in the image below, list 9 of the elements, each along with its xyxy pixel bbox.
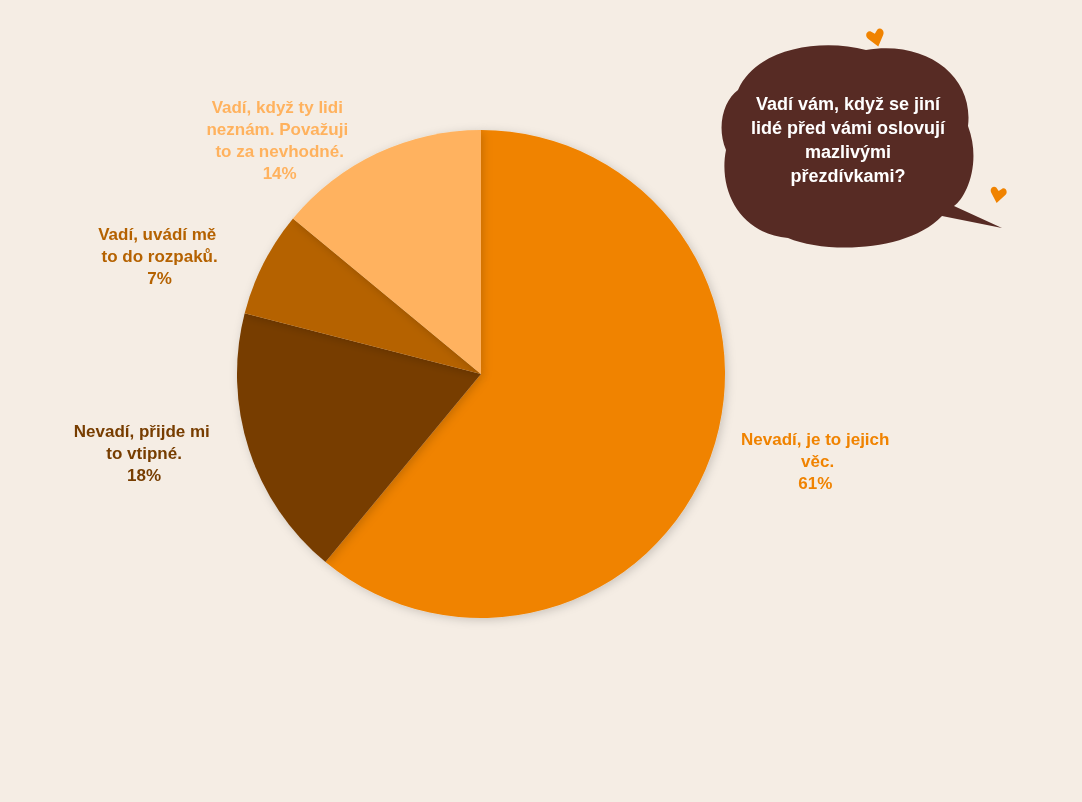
- slice-label: Nevadí, je to jejich věc.: [741, 429, 890, 471]
- data-label: 7%: [147, 269, 172, 289]
- text: Vadí vám, když se jiní lidé před vámi oslovují mazlivými přezdívkami?: [749, 93, 947, 188]
- slice-label: Vadí, když ty lidi neznám. Považuji to za nevhodné.: [206, 98, 353, 162]
- data-label: 61%: [798, 473, 833, 493]
- data-label: 14%: [262, 164, 297, 184]
- data-label: 18%: [127, 466, 162, 486]
- slice-label: Vadí, uvádí mě to do rozpaků.: [98, 225, 222, 267]
- slice-label: Nevadí, přijde mi to vtipné.: [73, 422, 215, 464]
